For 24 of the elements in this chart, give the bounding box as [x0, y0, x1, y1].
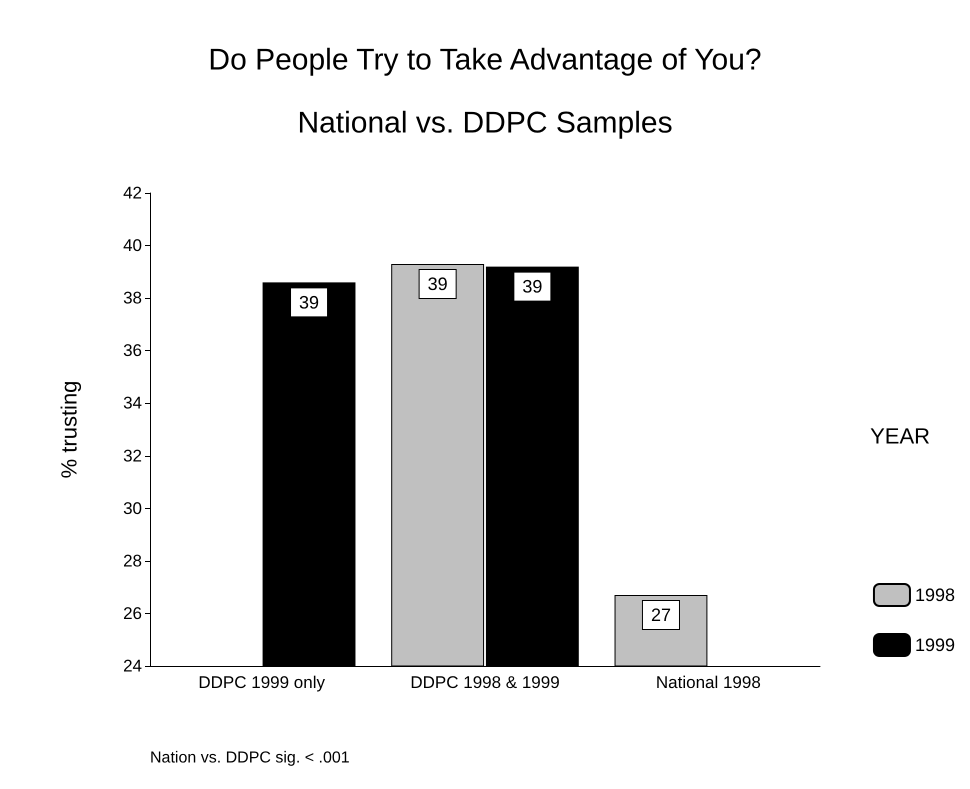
- legend-title: YEAR: [870, 424, 930, 448]
- y-tick-label: 28: [123, 551, 142, 570]
- data-label: 39: [522, 276, 542, 297]
- legend-label: 1998: [914, 585, 956, 605]
- x-tick-label: National 1998: [656, 673, 761, 692]
- y-tick-label: 24: [123, 656, 142, 676]
- y-tick-label: 38: [123, 288, 142, 308]
- x-tick-label: DDPC 1998 & 1999: [410, 673, 560, 692]
- x-tick-label: DDPC 1999 only: [198, 673, 326, 692]
- data-label: 39: [299, 292, 320, 312]
- y-tick-label: 26: [123, 604, 142, 623]
- legend-label: 1999: [914, 635, 956, 655]
- y-tick-label: 42: [123, 184, 142, 202]
- text: Nation vs. DDPC sig. < .001: [150, 750, 350, 766]
- y-tick-label: 40: [123, 236, 142, 256]
- data-label: 27: [650, 605, 671, 626]
- y-tick-label: 30: [123, 498, 142, 518]
- y-axis-title: % trusting: [56, 380, 82, 478]
- chart-subtitle: National vs. DDPC Samples: [297, 106, 673, 140]
- y-tick-label: 34: [123, 394, 142, 413]
- y-tick-label: 36: [123, 341, 142, 360]
- y-tick-label: 32: [123, 446, 142, 466]
- data-label: 39: [428, 274, 448, 294]
- chart-title: Do People Try to Take Advantage of You?: [208, 44, 762, 76]
